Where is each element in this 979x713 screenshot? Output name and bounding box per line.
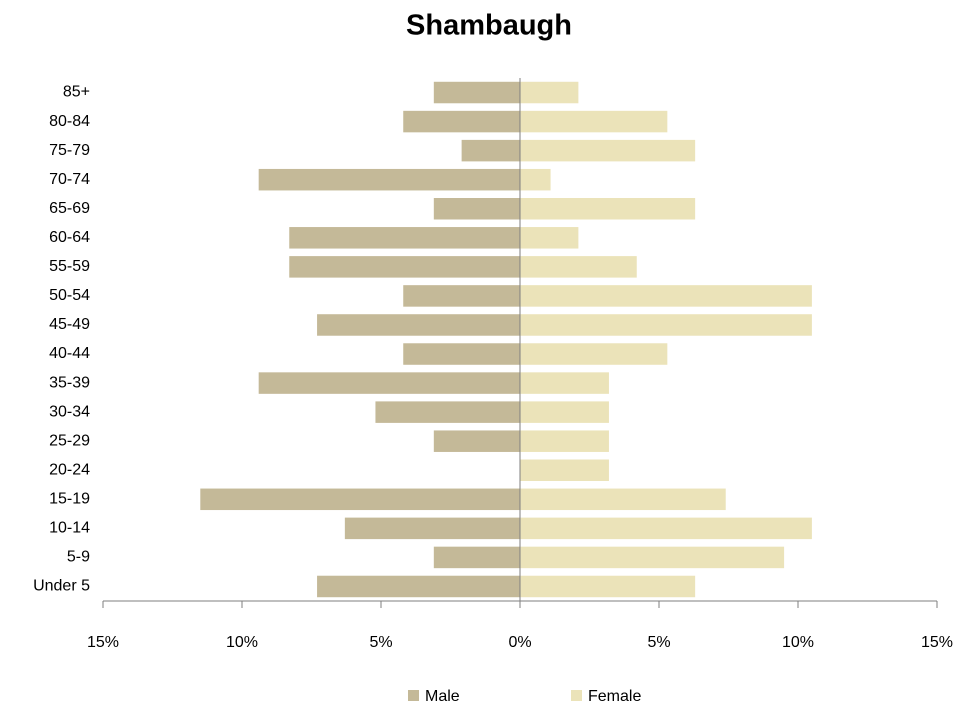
bar: [520, 81, 579, 104]
bar: [520, 372, 609, 394]
y-tick-label: 55-59: [49, 258, 90, 275]
bar: [403, 285, 520, 307]
bar: [433, 546, 520, 569]
y-tick-label: 15-19: [49, 491, 90, 508]
bar: [520, 488, 726, 511]
x-tick-label: 0%: [508, 634, 531, 651]
bar: [520, 285, 812, 307]
bar: [520, 314, 812, 336]
y-tick-label: 20-24: [49, 461, 90, 478]
legend-swatch: [408, 690, 419, 701]
chart-title: Shambaugh: [406, 10, 572, 42]
bar: [520, 343, 668, 365]
bar: [317, 314, 520, 336]
bar: [433, 430, 520, 452]
bar: [520, 168, 551, 191]
y-tick-label: 65-69: [49, 200, 90, 217]
bar: [520, 139, 696, 162]
bar: [520, 430, 609, 452]
x-tick-label: 5%: [369, 634, 392, 651]
x-tick-label: 5%: [647, 634, 670, 651]
y-tick-label: 70-74: [49, 171, 90, 188]
y-tick-label: 35-39: [49, 374, 90, 391]
bar: [344, 517, 520, 540]
bar: [520, 110, 668, 133]
bar: [433, 197, 520, 220]
bar: [258, 168, 520, 191]
bar: [520, 227, 579, 249]
bar: [403, 110, 520, 133]
y-tick-label: 75-79: [49, 142, 90, 159]
y-tick-label: 25-29: [49, 432, 90, 449]
bar: [375, 401, 520, 423]
x-tick-label: 10%: [226, 634, 258, 651]
bar: [317, 575, 520, 598]
legend-label: Female: [588, 688, 641, 705]
legend-swatch: [571, 690, 582, 701]
bar: [289, 227, 520, 249]
bar: [289, 256, 520, 278]
bar: [520, 517, 812, 540]
y-tick-label: 40-44: [49, 345, 90, 362]
y-tick-label: 80-84: [49, 113, 90, 130]
bar: [200, 488, 521, 511]
y-tick-label: Under 5: [33, 578, 90, 595]
bar: [520, 575, 696, 598]
legend-label: Male: [425, 688, 460, 705]
y-tick-label: 10-14: [49, 520, 90, 537]
bar: [461, 139, 520, 162]
y-tick-label: 45-49: [49, 316, 90, 333]
bar: [520, 546, 785, 569]
bar: [520, 401, 609, 423]
bar: [520, 459, 609, 482]
y-tick-label: 60-64: [49, 229, 90, 246]
bar: [520, 197, 696, 220]
bar: [433, 81, 520, 104]
y-tick-label: 50-54: [49, 287, 90, 304]
x-tick-label: 10%: [782, 634, 814, 651]
y-tick-label: 5-9: [67, 549, 90, 566]
y-tick-label: 85+: [63, 84, 90, 101]
x-tick-label: 15%: [921, 634, 953, 651]
bar: [520, 256, 637, 278]
y-tick-label: 30-34: [49, 403, 90, 420]
bar: [403, 343, 520, 365]
bar: [258, 372, 520, 394]
x-tick-label: 15%: [87, 634, 119, 651]
